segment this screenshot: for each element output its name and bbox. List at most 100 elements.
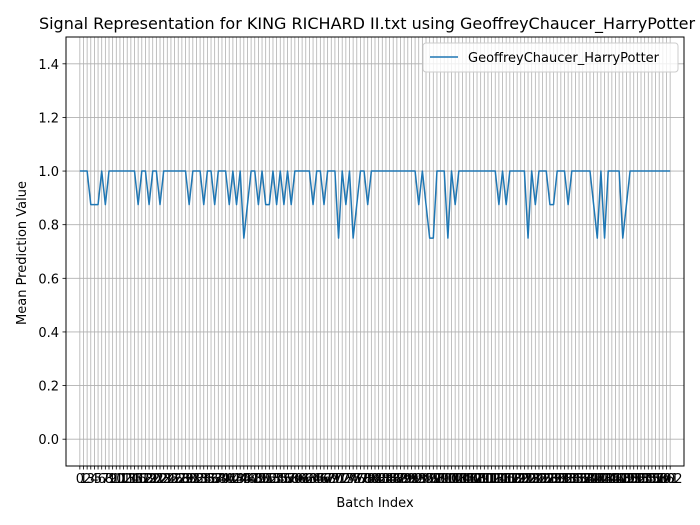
x-tick-label: 3 bbox=[87, 472, 95, 487]
x-tick-label: 58 bbox=[283, 472, 300, 487]
x-tick-label: 103 bbox=[443, 472, 468, 487]
x-tick-label: 124 bbox=[519, 472, 544, 487]
x-tick-label: 23 bbox=[155, 472, 172, 487]
y-axis-label: Mean Prediction Value bbox=[15, 181, 30, 325]
x-tick-label: 4 bbox=[90, 472, 98, 487]
x-tick-label: 155 bbox=[632, 472, 657, 487]
y-tick-label: 0.0 bbox=[38, 433, 59, 448]
x-tick-label: 35 bbox=[199, 472, 216, 487]
y-tick-label: 0.2 bbox=[38, 380, 59, 395]
x-tick-label: 123 bbox=[516, 472, 541, 487]
x-tick-label: 68 bbox=[319, 472, 336, 487]
x-tick-label: 63 bbox=[301, 472, 318, 487]
x-tick-label: 49 bbox=[250, 472, 267, 487]
x-tick-label: 145 bbox=[596, 472, 621, 487]
x-tick-label: 127 bbox=[530, 472, 555, 487]
y-tick-label: 1.2 bbox=[38, 111, 59, 126]
x-tick-label: 111 bbox=[472, 472, 497, 487]
x-tick-label: 92 bbox=[407, 472, 424, 487]
x-tick-label: 87 bbox=[389, 472, 406, 487]
x-tick-label: 12 bbox=[115, 472, 132, 487]
x-tick-label: 77 bbox=[352, 472, 369, 487]
x-tick-label: 98 bbox=[429, 472, 446, 487]
x-tick-label: 81 bbox=[367, 472, 384, 487]
x-tick-label: 133 bbox=[552, 472, 577, 487]
y-tick-label: 0.8 bbox=[38, 219, 59, 234]
x-tick-label: 119 bbox=[501, 472, 526, 487]
x-tick-label: 40 bbox=[217, 472, 234, 487]
x-tick-label: 89 bbox=[396, 472, 413, 487]
x-tick-label: 107 bbox=[457, 472, 482, 487]
x-tick-label: 147 bbox=[603, 472, 628, 487]
x-tick-label: 91 bbox=[403, 472, 420, 487]
series-line bbox=[79, 170, 671, 239]
x-tick-label: 34 bbox=[195, 472, 212, 487]
x-tick-label: 96 bbox=[421, 472, 438, 487]
x-tick-label: 76 bbox=[349, 472, 366, 487]
x-tick-label: 131 bbox=[545, 472, 570, 487]
legend-label: GeoffreyChaucer_HarryPotter bbox=[468, 51, 660, 66]
x-tick-label: 142 bbox=[585, 472, 610, 487]
x-axis-ticks: 0123456789101112131415161718192021222324… bbox=[76, 466, 683, 487]
x-tick-label: 38 bbox=[210, 472, 227, 487]
x-tick-label: 13 bbox=[119, 472, 136, 487]
x-tick-label: 57 bbox=[279, 472, 296, 487]
x-tick-label: 61 bbox=[294, 472, 311, 487]
x-tick-label: 126 bbox=[527, 472, 552, 487]
x-tick-label: 113 bbox=[479, 472, 504, 487]
x-tick-label: 28 bbox=[174, 472, 191, 487]
x-tick-label: 14 bbox=[123, 472, 140, 487]
x-tick-label: 46 bbox=[239, 472, 256, 487]
y-axis-ticks: 0.0 0.2 0.4 0.6 0.8 1.0 1.2 1.4 bbox=[38, 58, 66, 448]
x-tick-label: 62 bbox=[297, 472, 314, 487]
x-tick-label: 106 bbox=[454, 472, 479, 487]
x-tick-label: 51 bbox=[257, 472, 274, 487]
x-tick-label: 0 bbox=[76, 472, 84, 487]
x-tick-label: 18 bbox=[137, 472, 154, 487]
x-tick-label: 136 bbox=[563, 472, 588, 487]
x-tick-label: 73 bbox=[338, 472, 355, 487]
x-tick-label: 104 bbox=[446, 472, 471, 487]
x-tick-label: 86 bbox=[385, 472, 402, 487]
x-tick-label: 26 bbox=[166, 472, 183, 487]
x-tick-label: 47 bbox=[243, 472, 260, 487]
x-tick-label: 11 bbox=[112, 472, 129, 487]
x-tick-label: 160 bbox=[650, 472, 675, 487]
x-tick-label: 55 bbox=[272, 472, 289, 487]
x-tick-label: 75 bbox=[345, 472, 362, 487]
x-tick-label: 27 bbox=[170, 472, 187, 487]
x-tick-label: 115 bbox=[486, 472, 511, 487]
x-tick-label: 151 bbox=[618, 472, 643, 487]
x-tick-label: 33 bbox=[192, 472, 209, 487]
x-tick-label: 157 bbox=[640, 472, 665, 487]
x-tick-label: 154 bbox=[629, 472, 654, 487]
x-tick-label: 128 bbox=[534, 472, 559, 487]
x-tick-label: 99 bbox=[432, 472, 449, 487]
x-tick-label: 153 bbox=[625, 472, 650, 487]
x-tick-label: 9 bbox=[109, 472, 117, 487]
y-tick-label: 1.4 bbox=[38, 58, 59, 73]
x-tick-label: 20 bbox=[144, 472, 161, 487]
x-tick-label: 109 bbox=[465, 472, 490, 487]
x-tick-label: 80 bbox=[363, 472, 380, 487]
x-tick-label: 121 bbox=[508, 472, 533, 487]
x-tick-label: 21 bbox=[148, 472, 165, 487]
x-tick-label: 59 bbox=[287, 472, 304, 487]
x-tick-label: 19 bbox=[141, 472, 158, 487]
x-tick-label: 110 bbox=[468, 472, 493, 487]
x-tick-label: 122 bbox=[512, 472, 537, 487]
x-tick-label: 84 bbox=[378, 472, 395, 487]
x-tick-label: 130 bbox=[541, 472, 566, 487]
x-tick-label: 45 bbox=[236, 472, 253, 487]
x-tick-label: 82 bbox=[370, 472, 387, 487]
x-tick-label: 161 bbox=[654, 472, 679, 487]
x-tick-label: 159 bbox=[647, 472, 672, 487]
x-tick-label: 66 bbox=[312, 472, 329, 487]
x-tick-label: 25 bbox=[163, 472, 180, 487]
x-tick-label: 52 bbox=[261, 472, 278, 487]
x-tick-label: 44 bbox=[232, 472, 249, 487]
x-tick-label: 69 bbox=[323, 472, 340, 487]
y-tick-label: 0.4 bbox=[38, 326, 59, 341]
y-tick-label: 1.0 bbox=[38, 165, 59, 180]
